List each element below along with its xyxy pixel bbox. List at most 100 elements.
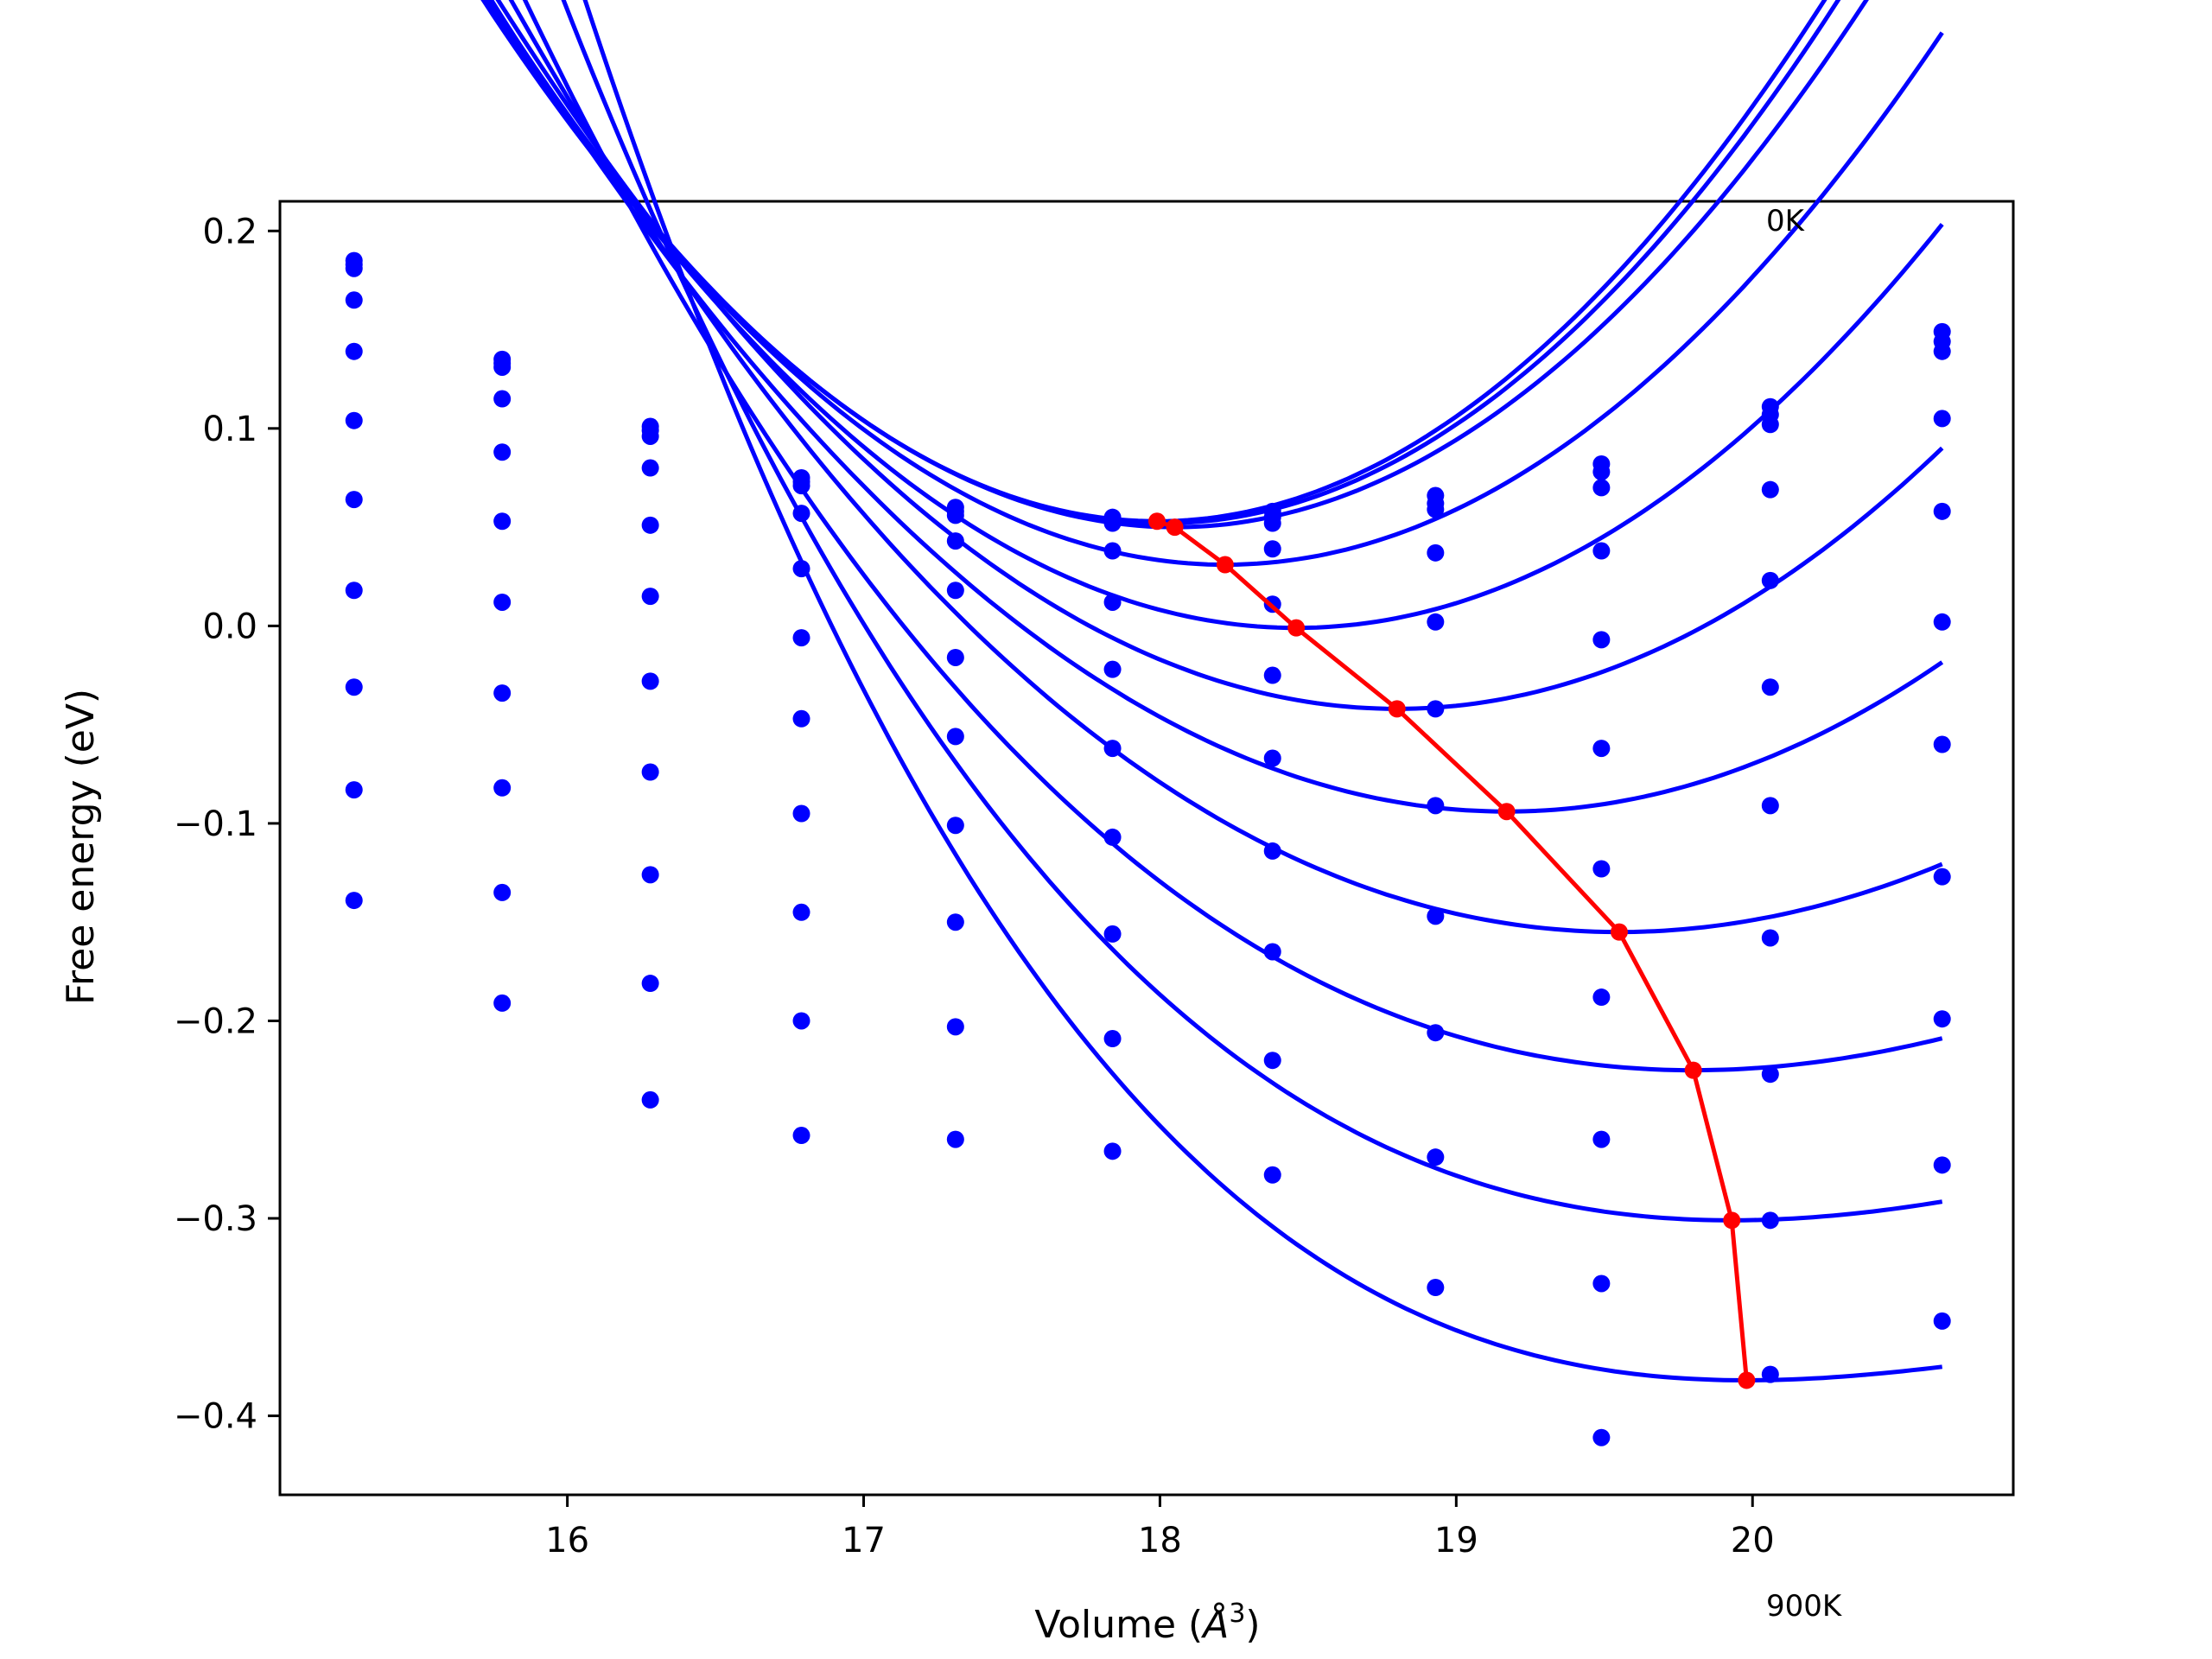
data-point-200K [1263, 514, 1281, 532]
data-point-700K [792, 804, 810, 823]
data-point-800K [1103, 925, 1122, 943]
annotation-900k: 900K [1766, 1589, 1843, 1624]
annotation-0k: 0K [1766, 204, 1806, 238]
minimum-point [1738, 1371, 1756, 1389]
fit-curves [480, 0, 1944, 1382]
x-tick-label: 19 [1434, 1521, 1478, 1560]
data-point-200K [1103, 514, 1122, 532]
data-point-800K [1427, 1024, 1445, 1042]
data-point-700K [1427, 907, 1445, 925]
data-point-900K [1592, 1428, 1611, 1446]
data-point-900K [1263, 1166, 1281, 1184]
data-point-500K [1761, 678, 1779, 696]
data-points [345, 251, 1951, 1446]
data-point-700K [1761, 929, 1779, 947]
fit-curve-0K [486, 0, 1827, 524]
minima-line [1156, 518, 1749, 1381]
data-point-900K [946, 1130, 964, 1148]
fit-curve-600K [488, 0, 1944, 814]
data-point-600K [1933, 735, 1951, 753]
fit-curve-850K [561, 0, 1943, 1223]
data-point-500K [1592, 740, 1611, 758]
data-point-700K [641, 763, 659, 781]
minimum-point [1216, 556, 1234, 574]
y-tick-label: −0.2 [174, 1001, 257, 1041]
data-point-850K [1263, 1052, 1281, 1070]
data-point-400K [345, 342, 363, 360]
data-point-300K [946, 532, 964, 550]
data-point-300K [1427, 543, 1445, 562]
data-point-800K [792, 903, 810, 921]
data-point-600K [1761, 797, 1779, 815]
fit-curve-400K [487, 0, 1944, 631]
data-point-900K [641, 1090, 659, 1109]
plot-frame [278, 200, 2015, 1497]
data-point-500K [1933, 613, 1951, 631]
data-point-500K [792, 629, 810, 647]
minimum-point [1287, 619, 1306, 637]
minima-path [1148, 512, 1756, 1389]
fit-curve-800K [522, 0, 1943, 1073]
data-point-850K [1103, 1030, 1122, 1048]
minimum-point [1610, 923, 1628, 941]
data-point-800K [345, 678, 363, 696]
fit-curve-700K [508, 0, 1943, 935]
x-tick-label: 17 [842, 1521, 886, 1560]
minimum-point [1497, 803, 1516, 821]
data-point-700K [345, 582, 363, 600]
data-point-850K [946, 1018, 964, 1036]
minimum-point [1723, 1211, 1741, 1230]
data-point-850K [1933, 1156, 1951, 1174]
fit-curve-200K [480, 0, 1869, 530]
data-point-500K [946, 648, 964, 666]
data-point-600K [641, 672, 659, 690]
data-point-300K [1592, 542, 1611, 560]
data-point-200K [1761, 416, 1779, 434]
data-point-850K [345, 781, 363, 799]
data-point-500K [1103, 660, 1122, 678]
data-point-400K [1592, 631, 1611, 649]
fit-curve-900K [582, 0, 1943, 1382]
data-point-300K [641, 459, 659, 477]
data-point-200K [946, 506, 964, 524]
data-point-400K [641, 516, 659, 534]
data-point-200K [792, 477, 810, 495]
data-point-900K [1933, 1312, 1951, 1330]
y-tick-label: −0.3 [174, 1199, 257, 1239]
y-tick-label: −0.1 [174, 804, 257, 844]
data-point-700K [493, 684, 512, 702]
data-point-400K [1103, 593, 1122, 611]
data-point-900K [1103, 1142, 1122, 1160]
data-point-600K [946, 728, 964, 746]
data-point-300K [1933, 410, 1951, 428]
data-point-600K [493, 593, 512, 611]
data-point-500K [345, 411, 363, 429]
data-point-300K [792, 505, 810, 523]
data-point-600K [1103, 740, 1122, 758]
minimum-point [1388, 700, 1406, 718]
minimum-point [1166, 518, 1184, 537]
data-point-300K [493, 390, 512, 408]
data-point-600K [1427, 797, 1445, 815]
data-point-850K [792, 1012, 810, 1030]
y-tick-label: 0.2 [202, 212, 257, 251]
y-tick-label: −0.4 [174, 1397, 257, 1437]
data-point-700K [1592, 988, 1611, 1007]
data-point-300K [345, 291, 363, 309]
data-point-800K [946, 913, 964, 931]
data-point-900K [493, 994, 512, 1012]
minimum-point [1684, 1061, 1702, 1079]
data-point-500K [1427, 700, 1445, 718]
data-point-600K [345, 491, 363, 509]
data-point-850K [1761, 1211, 1779, 1230]
fit-curve-100K [485, 0, 1841, 525]
data-point-300K [1263, 540, 1281, 558]
data-point-100K [1592, 463, 1611, 481]
data-point-400K [493, 443, 512, 461]
data-point-850K [1592, 1274, 1611, 1293]
data-point-700K [1933, 868, 1951, 886]
data-point-200K [1427, 500, 1445, 518]
data-point-800K [1592, 1130, 1611, 1148]
data-point-800K [1761, 1065, 1779, 1084]
